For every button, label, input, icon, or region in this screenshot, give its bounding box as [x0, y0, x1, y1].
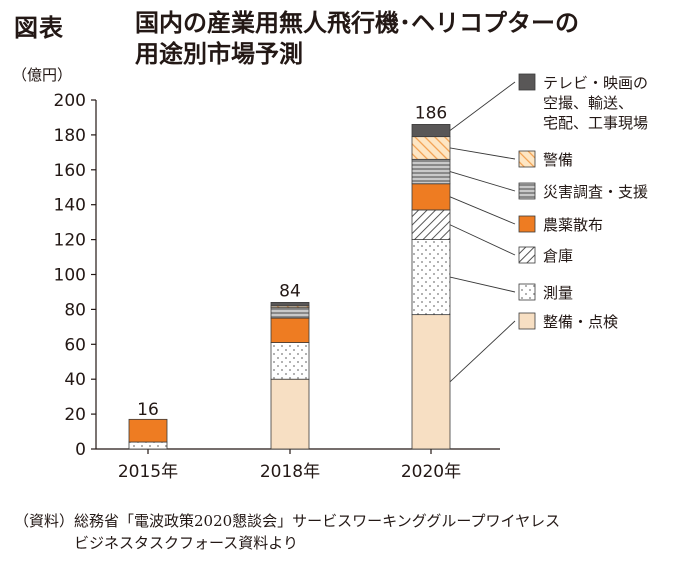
bar-segment	[270, 378, 310, 450]
bar-segment	[411, 136, 451, 160]
bar-segment	[411, 209, 451, 240]
y-tick-label: 100	[54, 266, 86, 286]
bar-segment	[270, 302, 310, 307]
legend-label: 宅配、工事現場	[543, 114, 648, 132]
legend: テレビ・映画の空撮、輸送、宅配、工事現場警備災害調査・支援農薬散布倉庫測量整備・…	[449, 73, 648, 383]
legend-leader-line	[449, 147, 516, 160]
bar-segment	[270, 342, 310, 380]
bar-segment	[128, 441, 168, 450]
legend-swatch	[518, 312, 536, 330]
legend-label: 警備	[543, 151, 573, 169]
bar-segment	[411, 124, 451, 138]
bar-segment	[411, 239, 451, 316]
bar-segment	[411, 158, 451, 185]
total-data-label: 186	[415, 103, 447, 123]
legend-label: 農薬散布	[543, 216, 603, 234]
chart-title: 国内の産業用無人飛行機･ヘリコプターの 用途別市場予測	[135, 8, 579, 70]
legend-label: 災害調査・支援	[543, 183, 648, 201]
legend-leader-line	[449, 320, 516, 383]
source-line-1: （資料）総務省「電波政策2020懇談会」サービスワーキンググループワイヤレス	[14, 512, 561, 530]
bar-segment	[411, 314, 451, 450]
legend-leader-line	[449, 81, 516, 131]
y-tick-label: 160	[54, 161, 86, 181]
source-line-2: ビジネスタスクフォース資料より	[74, 534, 298, 552]
total-data-label: 84	[279, 281, 301, 301]
x-tick-label: 2020年	[401, 462, 461, 482]
bar-segment	[270, 307, 310, 319]
legend-leader-line	[449, 276, 516, 293]
legend-swatch	[518, 246, 536, 264]
y-tick-label: 60	[64, 335, 86, 355]
legend-leader-line	[449, 196, 516, 225]
legend-leader-line	[449, 224, 516, 256]
y-tick-label: 140	[54, 196, 86, 216]
y-tick-label: 80	[64, 300, 86, 320]
bar-segment	[411, 183, 451, 211]
bar-segment	[270, 317, 310, 343]
legend-swatch	[518, 73, 536, 91]
legend-swatch	[518, 215, 536, 233]
chart-title-line-1: 国内の産業用無人飛行機･ヘリコプターの	[135, 9, 579, 37]
legend-label: 倉庫	[543, 247, 573, 265]
legend-label: 空撮、輸送、	[543, 94, 633, 112]
y-tick-label: 120	[54, 231, 86, 251]
y-tick-label: 20	[64, 405, 86, 425]
stacked-bar-chart: 0 20 40 60 80 100 120 140 160 180 200 2015年 2018年 202…	[54, 73, 648, 482]
figure-label: 図表	[14, 14, 64, 42]
y-tick-label: 40	[64, 370, 86, 390]
y-axis-unit-label: （億円）	[12, 66, 73, 84]
bar-segment	[128, 418, 168, 443]
source-note: （資料）総務省「電波政策2020懇談会」サービスワーキンググループワイヤレス ビ…	[14, 510, 560, 554]
legend-swatch	[518, 150, 536, 168]
legend-swatch	[518, 182, 536, 200]
legend-label: 整備・点検	[543, 313, 618, 331]
legend-swatch	[518, 283, 536, 301]
legend-leader-line	[449, 171, 516, 192]
legend-label: テレビ・映画の	[543, 74, 648, 92]
y-tick-label: 180	[54, 126, 86, 146]
chart-title-line-2: 用途別市場予測	[135, 40, 303, 68]
x-tick-label: 2018年	[260, 462, 320, 482]
bars: 16 84 186	[128, 103, 451, 450]
y-tick-label: 0	[75, 440, 86, 460]
legend-label: 測量	[543, 284, 573, 302]
y-tick-label: 200	[54, 91, 86, 111]
x-tick-label: 2015年	[118, 462, 178, 482]
total-data-label: 16	[137, 400, 159, 420]
